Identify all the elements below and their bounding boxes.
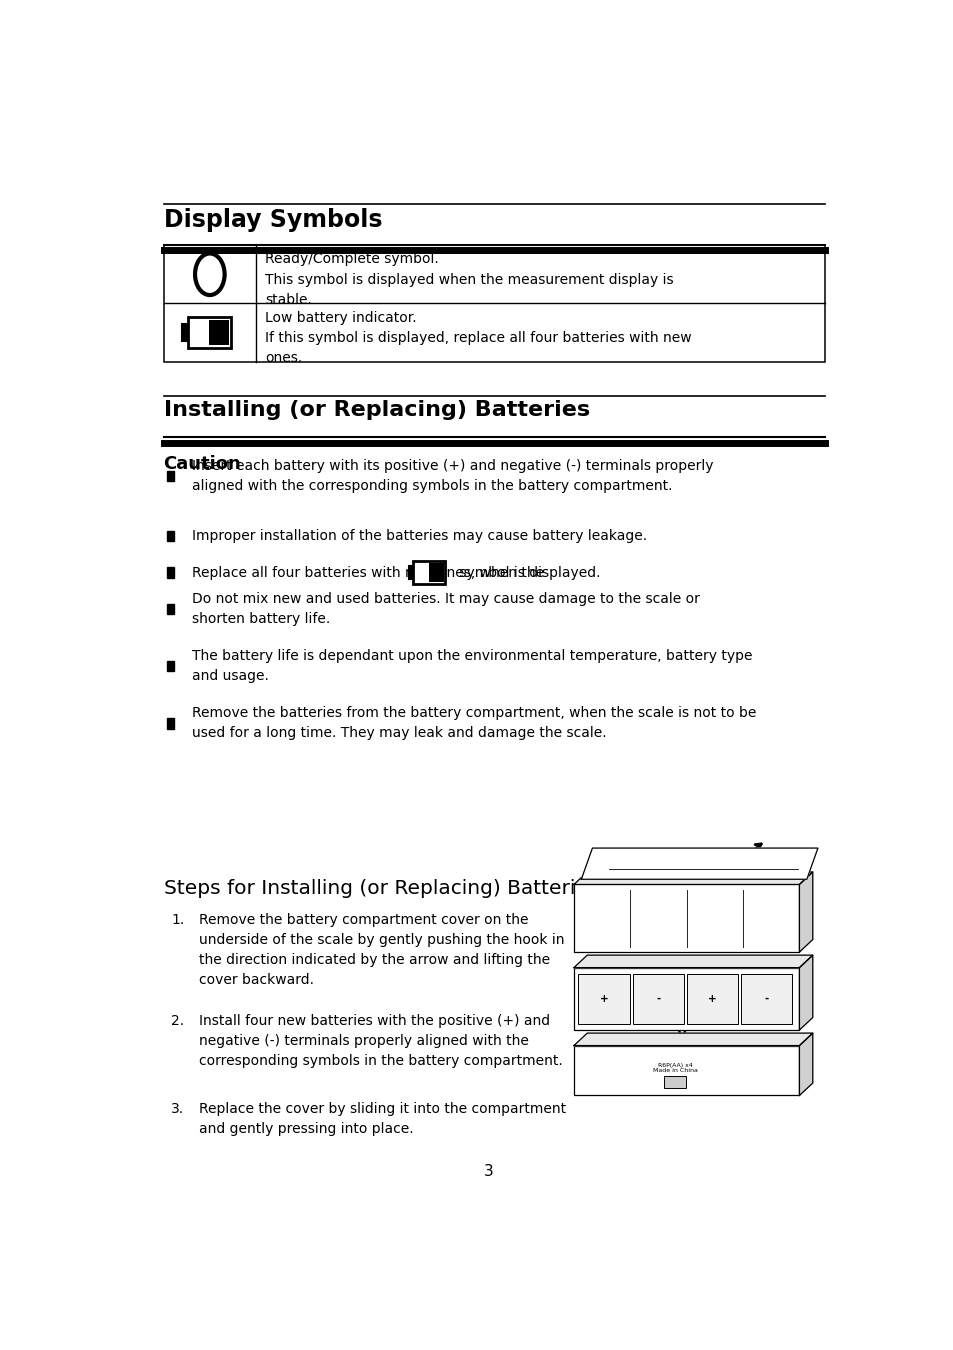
Text: Install four new batteries with the positive (+) and
negative (-) terminals prop: Install four new batteries with the posi… bbox=[199, 1014, 562, 1068]
Bar bbox=[428, 563, 443, 582]
Text: R6P(AA) x4
Made in China: R6P(AA) x4 Made in China bbox=[652, 1062, 698, 1073]
Text: -: - bbox=[656, 994, 659, 1004]
Bar bbox=[686, 973, 737, 1023]
Text: Improper installation of the batteries may cause battery leakage.: Improper installation of the batteries m… bbox=[192, 529, 646, 543]
Bar bbox=[578, 973, 629, 1023]
Bar bbox=[574, 884, 799, 952]
Bar bbox=[164, 246, 824, 362]
Polygon shape bbox=[574, 1033, 812, 1046]
Text: +: + bbox=[707, 994, 716, 1004]
Bar bbox=[574, 1046, 799, 1095]
Text: This symbol is displayed when the measurement display is
stable.: This symbol is displayed when the measur… bbox=[265, 273, 673, 306]
Text: Steps for Installing (or Replacing) Batteries: Steps for Installing (or Replacing) Batt… bbox=[164, 879, 598, 898]
Bar bbox=[167, 567, 173, 578]
Text: 2.: 2. bbox=[171, 1014, 184, 1029]
Bar bbox=[663, 1076, 685, 1088]
Text: -: - bbox=[763, 994, 768, 1004]
Text: symbol is displayed.: symbol is displayed. bbox=[455, 566, 600, 579]
Polygon shape bbox=[574, 956, 812, 968]
Bar bbox=[209, 320, 229, 346]
Polygon shape bbox=[799, 1033, 812, 1095]
Text: Installing (or Replacing) Batteries: Installing (or Replacing) Batteries bbox=[164, 400, 589, 420]
Bar bbox=[167, 662, 173, 671]
Text: Remove the batteries from the battery compartment, when the scale is not to be
u: Remove the batteries from the battery co… bbox=[192, 706, 756, 740]
Bar bbox=[167, 471, 173, 481]
Bar bbox=[167, 531, 173, 541]
Text: Replace all four batteries with new ones, when the: Replace all four batteries with new ones… bbox=[192, 566, 548, 579]
Polygon shape bbox=[799, 956, 812, 1030]
Bar bbox=[167, 603, 173, 614]
Text: If this symbol is displayed, replace all four batteries with new
ones.: If this symbol is displayed, replace all… bbox=[265, 332, 691, 365]
Text: Low battery indicator.: Low battery indicator. bbox=[265, 310, 416, 324]
Bar bbox=[740, 973, 791, 1023]
Text: 3.: 3. bbox=[171, 1102, 184, 1115]
Polygon shape bbox=[799, 872, 812, 952]
Polygon shape bbox=[574, 872, 812, 884]
Bar bbox=[574, 968, 799, 1030]
Bar bbox=[188, 317, 231, 348]
Text: +: + bbox=[599, 994, 608, 1004]
Bar bbox=[413, 560, 445, 585]
Polygon shape bbox=[580, 848, 817, 879]
Bar bbox=[182, 324, 188, 340]
Text: Insert each battery with its positive (+) and negative (-) terminals properly
al: Insert each battery with its positive (+… bbox=[192, 459, 713, 493]
Bar bbox=[408, 567, 413, 579]
Text: Replace the cover by sliding it into the compartment
and gently pressing into pl: Replace the cover by sliding it into the… bbox=[199, 1102, 566, 1135]
Text: Do not mix new and used batteries. It may cause damage to the scale or
shorten b: Do not mix new and used batteries. It ma… bbox=[192, 591, 699, 626]
Text: Display Symbols: Display Symbols bbox=[164, 208, 382, 232]
Bar bbox=[167, 718, 173, 729]
Bar bbox=[632, 973, 683, 1023]
Text: The battery life is dependant upon the environmental temperature, battery type
a: The battery life is dependant upon the e… bbox=[192, 649, 751, 683]
Text: Ready/Complete symbol.: Ready/Complete symbol. bbox=[265, 252, 438, 266]
Text: Caution: Caution bbox=[164, 455, 241, 472]
Text: Remove the battery compartment cover on the
underside of the scale by gently pus: Remove the battery compartment cover on … bbox=[199, 913, 564, 987]
Text: 3: 3 bbox=[483, 1164, 494, 1179]
Text: 1.: 1. bbox=[171, 913, 184, 926]
